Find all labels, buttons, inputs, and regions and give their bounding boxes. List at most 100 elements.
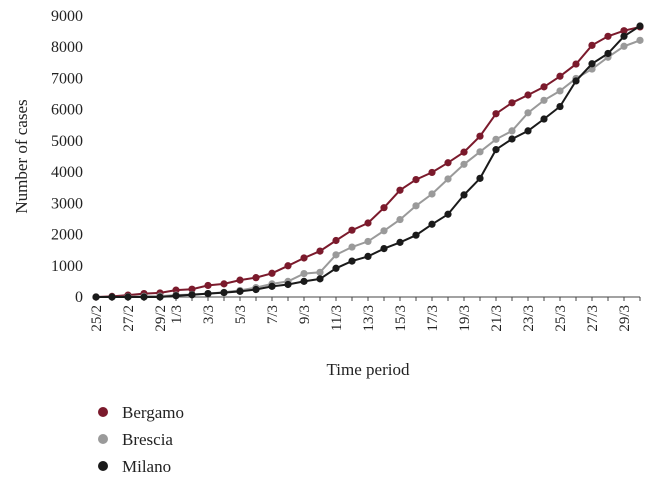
- legend-marker: [98, 434, 108, 444]
- data-point: [252, 274, 260, 282]
- data-point: [364, 252, 372, 261]
- data-point: [572, 60, 580, 68]
- y-tick-label: 5000: [51, 133, 83, 150]
- data-point: [348, 243, 356, 251]
- x-tick-label: 19/3: [457, 305, 473, 332]
- data-point: [140, 293, 148, 301]
- data-point: [444, 159, 452, 167]
- x-tick-label: 29/3: [617, 305, 633, 332]
- data-point: [172, 286, 180, 294]
- legend-marker: [98, 407, 108, 417]
- x-axis-ticks: 25/2 27/2 29/2 1/3 3/3 5/3 7/3 9/3 11/3 13/3 15/3 1…: [89, 297, 641, 332]
- y-tick-label: 4000: [51, 164, 83, 181]
- x-tick-label: 23/3: [521, 305, 537, 332]
- data-point: [348, 257, 356, 265]
- x-axis-title: Time period: [327, 360, 410, 379]
- data-point: [444, 210, 452, 218]
- data-point: [332, 264, 340, 272]
- data-point: [300, 269, 308, 278]
- legend-label: Milano: [122, 457, 171, 476]
- data-point: [284, 280, 292, 289]
- legend-item: Milano: [98, 457, 171, 476]
- x-tick-label: 11/3: [329, 305, 345, 331]
- data-point: [412, 176, 420, 184]
- data-point: [588, 65, 596, 73]
- data-point: [476, 132, 484, 140]
- data-point: [412, 202, 420, 210]
- data-point: [380, 245, 388, 253]
- data-point: [460, 160, 468, 168]
- data-point: [396, 238, 404, 246]
- data-point: [380, 204, 388, 212]
- data-point: [172, 292, 180, 300]
- data-point: [540, 96, 548, 104]
- data-point: [236, 276, 244, 284]
- x-tick-label: 1/3: [169, 305, 185, 324]
- data-point: [92, 293, 100, 301]
- legend-label: Bergamo: [122, 403, 184, 422]
- data-point: [316, 275, 324, 283]
- data-point: [428, 168, 436, 177]
- legend-marker: [98, 461, 108, 471]
- data-point: [556, 87, 564, 95]
- y-axis-ticks: 0 1000 2000 3000 4000 5000 6000 7000 8000 9000: [51, 8, 83, 306]
- data-point: [332, 236, 340, 245]
- data-point: [556, 72, 564, 80]
- data-point: [604, 32, 612, 40]
- data-point: [428, 220, 436, 228]
- data-point: [460, 191, 468, 199]
- x-tick-label: 21/3: [489, 305, 505, 332]
- data-point: [508, 135, 516, 143]
- data-point: [124, 293, 132, 301]
- data-point: [476, 174, 484, 182]
- data-point: [204, 281, 212, 290]
- data-point: [188, 285, 196, 293]
- data-point: [108, 293, 116, 301]
- y-tick-label: 2000: [51, 227, 83, 244]
- data-point: [316, 268, 324, 276]
- data-point: [268, 282, 276, 290]
- data-point: [396, 186, 404, 194]
- y-axis-title: Number of cases: [12, 99, 31, 213]
- y-tick-label: 6000: [51, 102, 83, 119]
- data-point: [252, 285, 260, 294]
- data-point: [540, 83, 548, 91]
- data-point: [332, 251, 340, 259]
- y-tick-label: 9000: [51, 8, 83, 25]
- data-point: [284, 262, 292, 270]
- data-point: [540, 115, 548, 123]
- data-point: [220, 289, 228, 297]
- x-tick-label: 9/3: [297, 305, 313, 324]
- y-tick-label: 3000: [51, 195, 83, 212]
- data-point: [524, 127, 532, 135]
- x-tick-label: 27/3: [585, 305, 601, 332]
- x-tick-label: 29/2: [153, 305, 169, 332]
- x-tick-label: 25/3: [553, 305, 569, 332]
- legend-label: Brescia: [122, 430, 173, 449]
- x-tick-label: 7/3: [265, 305, 281, 324]
- data-point: [524, 109, 532, 117]
- data-point: [476, 148, 484, 156]
- x-tick-label: 3/3: [201, 305, 217, 324]
- data-point: [492, 110, 500, 118]
- x-tick-label: 17/3: [425, 305, 441, 332]
- data-point: [588, 60, 596, 68]
- data-point: [204, 289, 212, 298]
- data-point: [508, 99, 516, 107]
- data-point: [236, 287, 244, 295]
- data-point: [364, 237, 372, 246]
- data-point: [588, 41, 596, 49]
- y-tick-label: 7000: [51, 70, 83, 87]
- data-point: [396, 215, 404, 224]
- data-point: [572, 77, 580, 85]
- legend: Bergamo Brescia Milano: [98, 403, 184, 476]
- y-tick-label: 0: [75, 289, 83, 306]
- data-point: [412, 231, 420, 239]
- data-point: [492, 135, 500, 143]
- data-point: [316, 247, 324, 255]
- data-point: [156, 293, 164, 301]
- series-layer: [92, 22, 644, 301]
- y-tick-label: 1000: [51, 258, 83, 275]
- data-point: [620, 32, 628, 40]
